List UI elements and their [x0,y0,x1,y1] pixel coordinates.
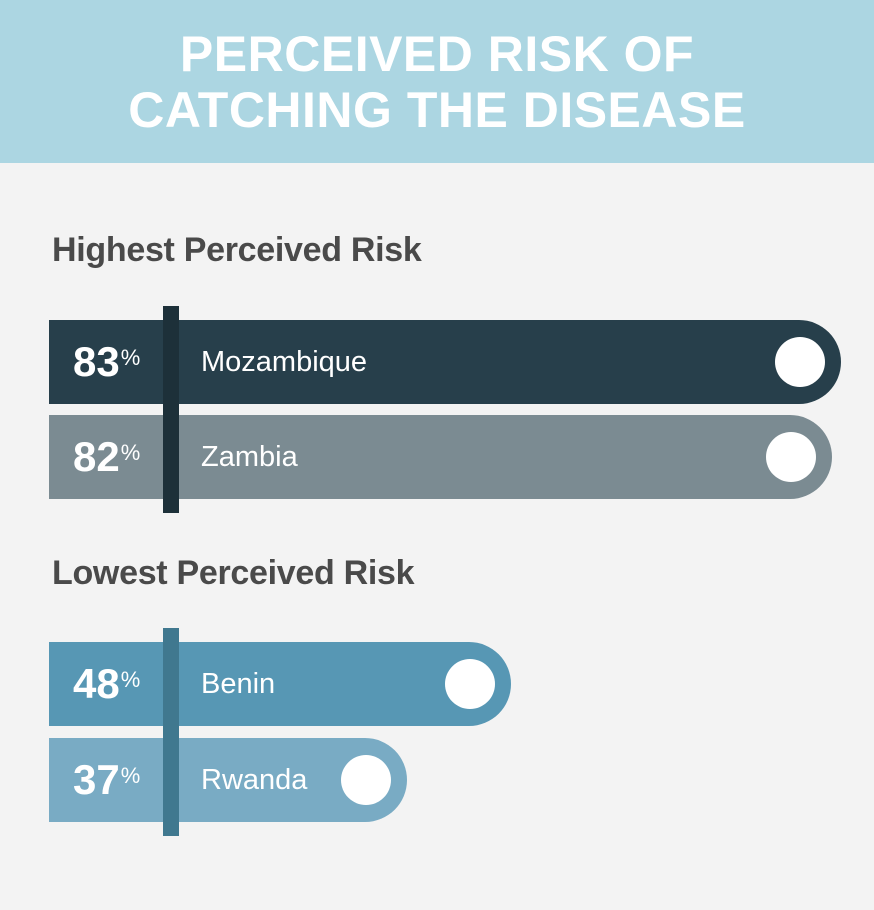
title-banner: PERCEIVED RISK OF CATCHING THE DISEASE [0,0,874,163]
bar-category-label: Rwanda [201,763,308,796]
bar-category-label: Zambia [201,440,298,473]
bar-end-circle-icon [341,755,391,805]
bar-benin: 48% Benin [49,642,511,726]
chart-title-line-1: PERCEIVED RISK OF [179,25,695,82]
group-divider [163,628,179,836]
bar-mozambique: 83% Mozambique [49,320,841,404]
bar-end-circle-icon [766,432,816,482]
bar-value-label: 83% [73,338,141,385]
bar-end-circle-icon [775,337,825,387]
bar-category-label: Mozambique [201,345,368,378]
bar-rwanda: 37% Rwanda [49,738,407,822]
bar-value-label: 37% [73,756,141,803]
bar-category-label: Benin [201,667,276,700]
group-title: Highest Perceived Risk [52,231,422,269]
bar-end-circle-icon [445,659,495,709]
chart-title-line-2: CATCHING THE DISEASE [128,81,746,138]
group-divider [163,306,179,513]
group-title: Lowest Perceived Risk [52,554,415,592]
bar-value-label: 48% [73,660,141,707]
bar-value-label: 82% [73,433,141,480]
bar-zambia: 82% Zambia [49,415,832,499]
